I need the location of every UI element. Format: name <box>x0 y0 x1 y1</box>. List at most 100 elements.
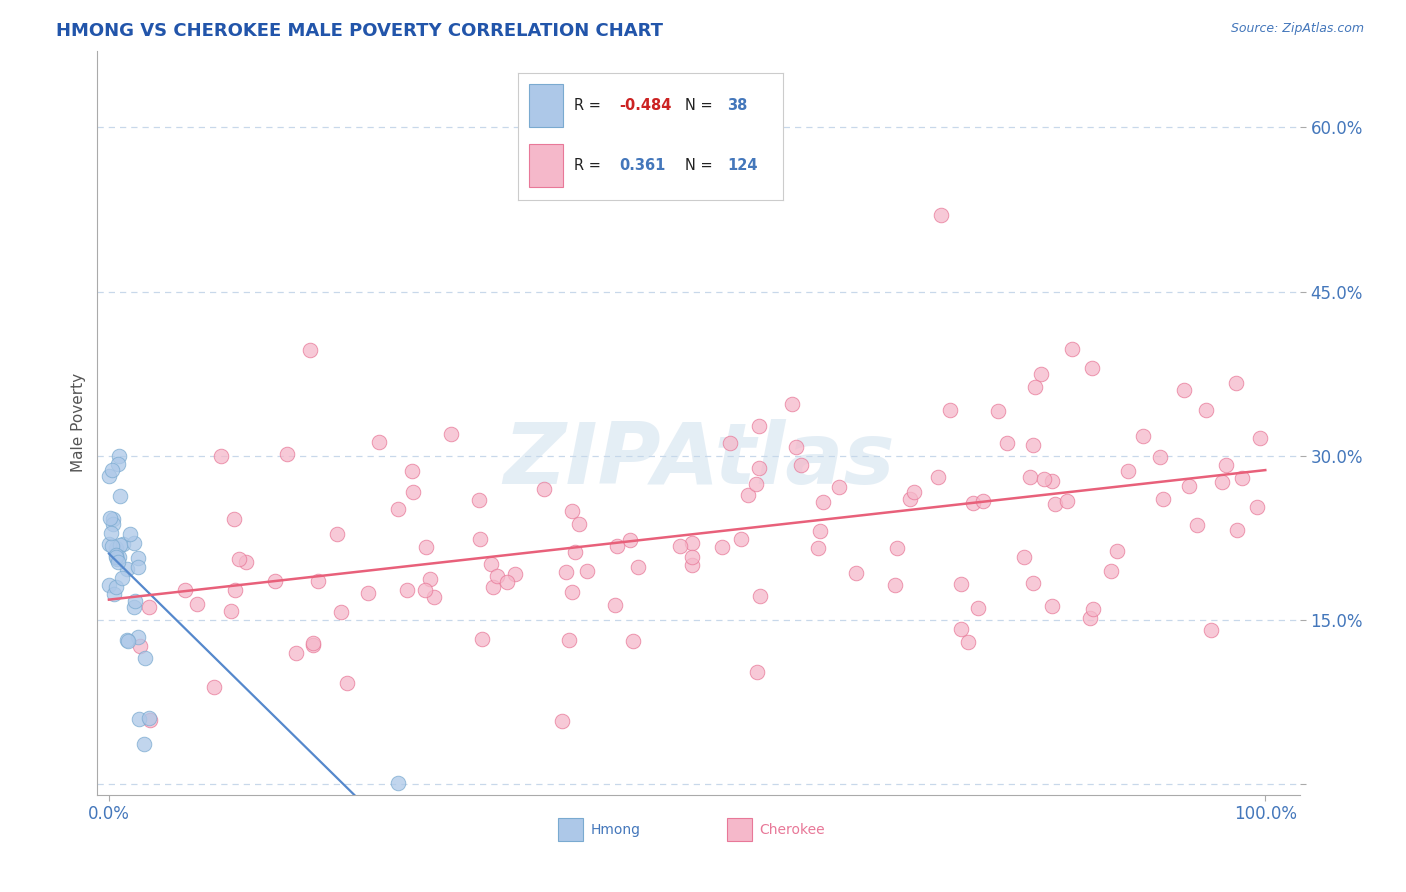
Point <box>1116 464 1139 478</box>
Point <box>107 555 129 569</box>
Point <box>886 541 908 555</box>
Point <box>325 527 347 541</box>
Point <box>174 582 197 597</box>
Point <box>110 489 132 503</box>
Point <box>100 462 122 476</box>
Point <box>228 552 250 566</box>
Point <box>626 560 648 574</box>
Point <box>1018 469 1040 483</box>
Point <box>387 776 409 790</box>
Point <box>103 586 125 600</box>
Point <box>202 680 225 694</box>
Point <box>276 447 298 461</box>
Point <box>413 583 436 598</box>
Point <box>100 526 122 541</box>
Point <box>107 457 129 471</box>
Point <box>368 435 391 450</box>
Point <box>564 545 586 559</box>
Point <box>101 539 124 553</box>
Text: Hmong: Hmong <box>591 822 640 837</box>
Point <box>927 469 949 483</box>
Point <box>1024 380 1046 394</box>
Point <box>387 501 409 516</box>
Point <box>1132 429 1154 443</box>
Point <box>302 636 325 650</box>
Point <box>97 578 120 592</box>
Point <box>468 493 491 508</box>
Point <box>681 558 703 572</box>
Point <box>481 580 503 594</box>
Point <box>1225 523 1247 537</box>
Point <box>1078 611 1101 625</box>
Point <box>105 580 128 594</box>
Point <box>111 571 134 585</box>
Point <box>415 540 437 554</box>
Point <box>108 450 131 464</box>
Point <box>551 714 574 729</box>
Point <box>745 665 768 679</box>
Point <box>533 482 555 496</box>
Point <box>939 403 962 417</box>
Point <box>224 582 246 597</box>
Point <box>209 450 232 464</box>
Point <box>104 550 127 565</box>
Point <box>496 575 519 590</box>
Point <box>298 343 321 357</box>
Point <box>558 633 581 648</box>
Point <box>606 539 628 553</box>
Text: ZIPAtlas: ZIPAtlas <box>503 418 894 501</box>
Point <box>668 539 690 553</box>
Point <box>1032 473 1054 487</box>
Point <box>1249 431 1271 445</box>
Point <box>485 569 508 583</box>
Point <box>619 533 641 548</box>
Point <box>561 503 583 517</box>
Point <box>138 711 160 725</box>
Point <box>972 493 994 508</box>
Point <box>1152 491 1174 506</box>
Point <box>1173 383 1195 397</box>
Point <box>957 635 980 649</box>
Point <box>503 566 526 581</box>
Point <box>481 557 503 571</box>
Point <box>1225 376 1247 390</box>
Point <box>949 622 972 636</box>
Point <box>1043 498 1066 512</box>
Text: Cherokee: Cherokee <box>759 822 825 837</box>
Point <box>134 651 156 665</box>
Point <box>263 574 285 588</box>
Point <box>1022 576 1045 591</box>
Point <box>790 458 813 473</box>
Point <box>118 526 141 541</box>
Point <box>1105 544 1128 558</box>
Point <box>122 536 145 550</box>
Point <box>111 537 134 551</box>
Point <box>98 469 121 483</box>
Point <box>302 638 325 652</box>
Point <box>1056 494 1078 508</box>
Point <box>127 560 149 574</box>
Point <box>1040 599 1063 613</box>
Point <box>903 485 925 500</box>
Point <box>127 551 149 566</box>
Point <box>730 532 752 546</box>
Point <box>336 675 359 690</box>
Point <box>401 464 423 478</box>
Point <box>828 480 851 494</box>
Point <box>307 574 329 589</box>
Point <box>115 562 138 576</box>
Point <box>98 511 121 525</box>
Point <box>103 512 125 526</box>
Point <box>749 590 772 604</box>
Point <box>101 516 124 531</box>
Point <box>219 604 242 618</box>
Point <box>1201 624 1223 638</box>
Point <box>748 461 770 475</box>
Point <box>748 419 770 434</box>
Point <box>330 605 353 619</box>
Point <box>1060 342 1083 356</box>
Point <box>1040 474 1063 488</box>
Point <box>785 440 807 454</box>
Point <box>1178 479 1201 493</box>
Point <box>1081 361 1104 376</box>
